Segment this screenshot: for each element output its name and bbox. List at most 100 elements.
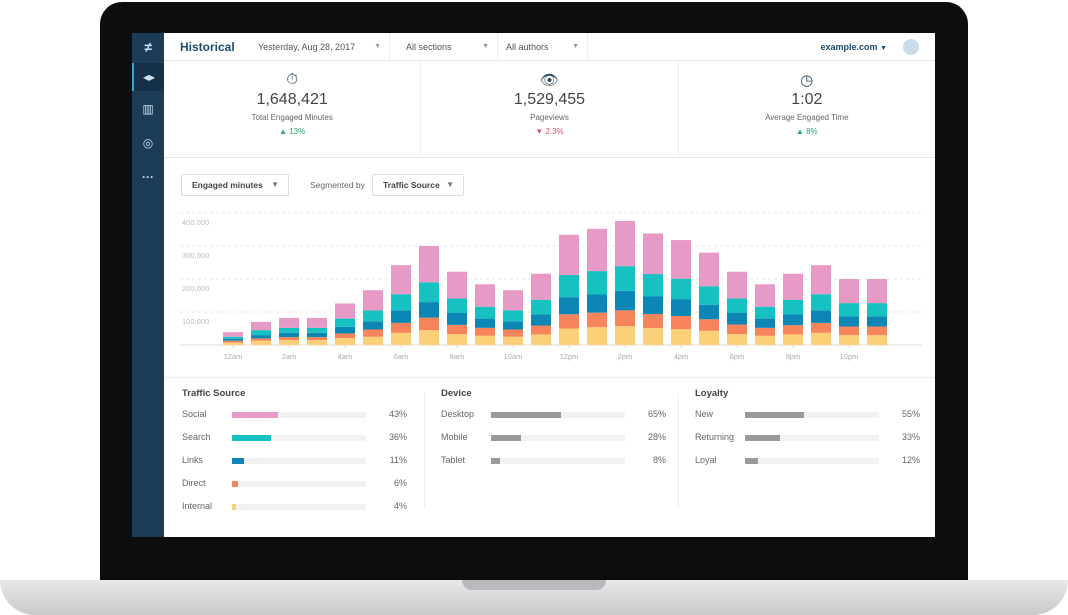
bar-links-1pm[interactable] [587, 294, 607, 313]
bar-search-5pm[interactable] [699, 286, 719, 305]
bar-internal-12am[interactable] [223, 342, 243, 345]
bar-internal-5pm[interactable] [699, 330, 719, 345]
bar-search-6pm[interactable] [727, 298, 747, 313]
bar-search-3pm[interactable] [643, 274, 663, 297]
bar-social-6pm[interactable] [727, 271, 747, 299]
bar-links-12pm[interactable] [559, 297, 579, 315]
bar-internal-10pm[interactable] [839, 335, 859, 345]
bar-social-3am[interactable] [307, 317, 327, 328]
bar-direct-8am[interactable] [447, 324, 467, 335]
bar-direct-3pm[interactable] [643, 313, 663, 329]
bar-internal-10am[interactable] [503, 336, 523, 345]
bar-links-9pm[interactable] [811, 310, 831, 323]
bar-direct-4pm[interactable] [671, 315, 691, 330]
bar-direct-9pm[interactable] [811, 322, 831, 333]
bar-direct-6am[interactable] [391, 322, 411, 333]
bar-internal-3am[interactable] [307, 340, 327, 345]
bar-social-7am[interactable] [419, 246, 439, 283]
bar-social-9pm[interactable] [811, 265, 831, 295]
bar-search-10am[interactable] [503, 310, 523, 322]
bar-social-2pm[interactable] [615, 220, 635, 267]
bar-links-7pm[interactable] [755, 318, 775, 328]
bar-direct-12pm[interactable] [559, 314, 579, 329]
bar-direct-6pm[interactable] [727, 324, 747, 335]
bar-links-1am[interactable] [251, 335, 271, 339]
bar-direct-2am[interactable] [279, 337, 299, 341]
bar-internal-8am[interactable] [447, 334, 467, 345]
bar-direct-5pm[interactable] [699, 319, 719, 331]
logo-icon[interactable]: ≠ [144, 39, 152, 55]
bar-social-12pm[interactable] [559, 234, 579, 276]
bar-social-4pm[interactable] [671, 240, 691, 279]
bar-direct-3am[interactable] [307, 337, 327, 341]
bar-direct-4am[interactable] [335, 333, 355, 339]
bar-links-8am[interactable] [447, 312, 467, 325]
bar-direct-10pm[interactable] [839, 326, 859, 336]
bar-social-5pm[interactable] [699, 252, 719, 287]
bar-direct-1pm[interactable] [587, 312, 607, 328]
bar-direct-5am[interactable] [363, 329, 383, 337]
bar-direct-11am[interactable] [531, 325, 551, 335]
bar-internal-1am[interactable] [251, 340, 271, 345]
bar-links-2am[interactable] [279, 332, 299, 338]
bar-search-11am[interactable] [531, 299, 551, 315]
bar-direct-11pm[interactable] [867, 326, 887, 336]
bar-links-8pm[interactable] [783, 314, 803, 326]
bar-internal-4am[interactable] [335, 338, 355, 345]
bar-search-8am[interactable] [447, 298, 467, 313]
bar-internal-9am[interactable] [475, 335, 495, 345]
bar-internal-2am[interactable] [279, 340, 299, 345]
bar-links-12am[interactable] [223, 338, 243, 341]
target-icon[interactable]: ◎ [142, 136, 154, 150]
bar-search-11pm[interactable] [867, 303, 887, 317]
bar-links-5am[interactable] [363, 321, 383, 330]
bar-links-10am[interactable] [503, 321, 523, 330]
bar-links-11pm[interactable] [867, 316, 887, 327]
bar-internal-3pm[interactable] [643, 328, 663, 345]
bar-internal-11am[interactable] [531, 334, 551, 345]
bar-search-7pm[interactable] [755, 306, 775, 319]
bar-internal-2pm[interactable] [615, 326, 635, 345]
bar-internal-11pm[interactable] [867, 335, 887, 345]
bar-social-10pm[interactable] [839, 279, 859, 304]
bar-search-12pm[interactable] [559, 275, 579, 298]
pulse-icon[interactable]: ◂▸ [132, 63, 164, 91]
bar-search-5am[interactable] [363, 310, 383, 322]
authors-dropdown[interactable]: All authors ▼ [498, 33, 588, 61]
bar-internal-12pm[interactable] [559, 328, 579, 346]
bar-direct-7pm[interactable] [755, 327, 775, 336]
bar-internal-1pm[interactable] [587, 327, 607, 345]
bar-direct-1am[interactable] [251, 338, 271, 341]
bar-links-3pm[interactable] [643, 296, 663, 314]
bar-links-7am[interactable] [419, 302, 439, 318]
bar-chart-icon[interactable]: ▥ [142, 102, 154, 116]
bar-social-8pm[interactable] [783, 273, 803, 300]
bar-direct-10am[interactable] [503, 329, 523, 337]
bar-social-1am[interactable] [251, 321, 271, 331]
bar-direct-12am[interactable] [223, 340, 243, 343]
bar-search-8pm[interactable] [783, 299, 803, 315]
bar-social-9am[interactable] [475, 284, 495, 307]
bar-links-2pm[interactable] [615, 290, 635, 311]
bar-links-11am[interactable] [531, 314, 551, 326]
bar-search-9pm[interactable] [811, 294, 831, 311]
bar-links-6am[interactable] [391, 310, 411, 323]
bar-social-5am[interactable] [363, 290, 383, 311]
bar-search-1pm[interactable] [587, 271, 607, 295]
bar-social-10am[interactable] [503, 290, 523, 311]
bar-internal-6pm[interactable] [727, 334, 747, 345]
bar-internal-8pm[interactable] [783, 334, 803, 345]
bar-direct-8pm[interactable] [783, 325, 803, 335]
bar-search-2pm[interactable] [615, 266, 635, 291]
bar-internal-9pm[interactable] [811, 332, 831, 345]
bar-links-4am[interactable] [335, 326, 355, 334]
bar-links-10pm[interactable] [839, 316, 859, 327]
more-icon[interactable]: ··· [142, 170, 154, 184]
site-selector[interactable]: example.com ▼ [821, 33, 887, 63]
avatar[interactable] [903, 39, 919, 55]
bar-direct-9am[interactable] [475, 327, 495, 336]
bar-internal-4pm[interactable] [671, 329, 691, 345]
bar-links-6pm[interactable] [727, 312, 747, 325]
bar-search-10pm[interactable] [839, 303, 859, 317]
bar-internal-7am[interactable] [419, 330, 439, 345]
